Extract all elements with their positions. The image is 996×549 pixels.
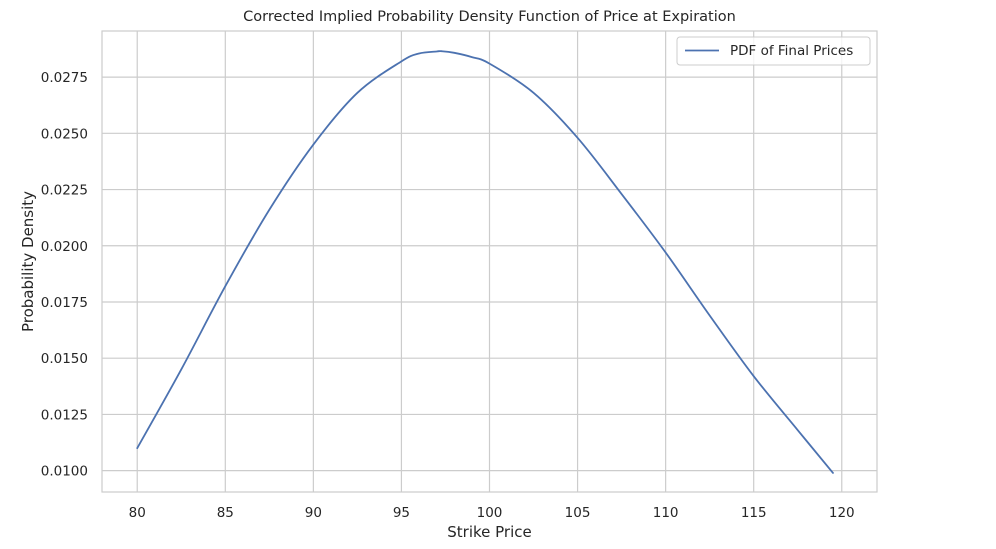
chart-title: Corrected Implied Probability Density Fu… — [243, 9, 736, 25]
y-tick-label: 0.0150 — [41, 351, 88, 367]
plot-frame — [101, 30, 878, 493]
x-tick-label: 85 — [217, 505, 234, 521]
y-tick-labels: 0.0100 0.0125 0.0150 0.0175 0.0200 0.0225 0.02… — [41, 70, 88, 480]
legend-label: PDF of Final Prices — [730, 43, 853, 59]
y-tick-label: 0.0250 — [41, 126, 88, 142]
x-tick-labels: 80 85 90 95 100 105 110 115 120 — [129, 505, 855, 521]
x-tick-label: 90 — [305, 505, 322, 521]
y-tick-label: 0.0200 — [41, 239, 88, 255]
x-tick-label: 110 — [653, 505, 679, 521]
legend: PDF of Final Prices — [676, 36, 871, 66]
legend-box — [676, 36, 871, 66]
x-tick-label: 80 — [129, 505, 146, 521]
x-tick-label: 105 — [565, 505, 591, 521]
x-tick-label: 95 — [393, 505, 410, 521]
x-tick-label: 120 — [829, 505, 855, 521]
y-tick-label: 0.0125 — [41, 407, 88, 423]
x-tick-label: 100 — [477, 505, 503, 521]
x-axis-label: Strike Price — [447, 523, 531, 541]
grid — [102, 31, 877, 492]
series-line-pdf-of-final-prices — [136, 50, 834, 474]
y-tick-label: 0.0275 — [41, 70, 88, 86]
y-axis-label: Probability Density — [19, 191, 37, 332]
x-tick-label: 115 — [741, 505, 767, 521]
y-tick-label: 0.0175 — [41, 295, 88, 311]
y-tick-label: 0.0225 — [41, 183, 88, 199]
series-group — [136, 50, 834, 474]
y-tick-label: 0.0100 — [41, 464, 88, 480]
